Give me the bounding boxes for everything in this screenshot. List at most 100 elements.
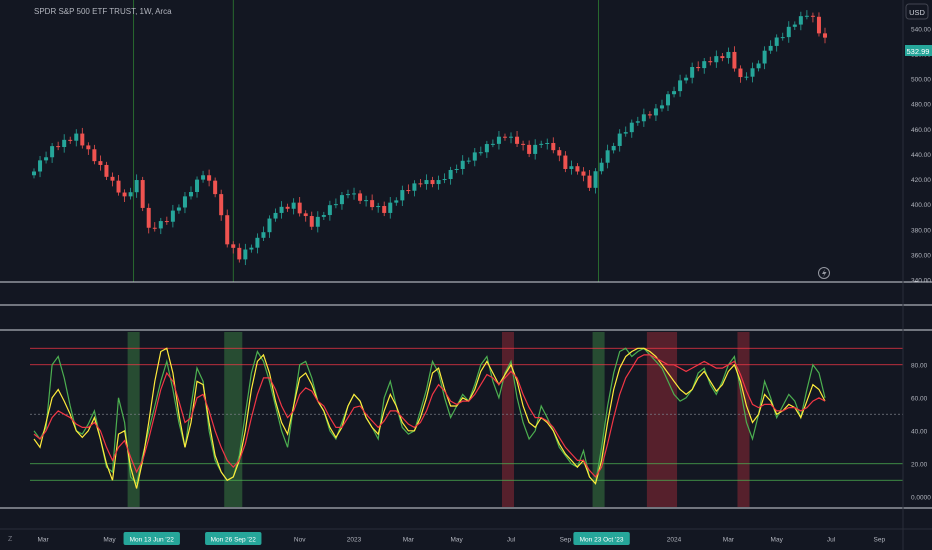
candle-body [352,193,357,195]
candle-body [659,105,664,109]
candle-body [762,50,767,64]
last-price-label: 532.99 [907,47,930,56]
candle-body [472,152,477,161]
time-tick-label: May [103,537,116,544]
time-tick-label: Mon 23 Oct '23 [580,537,624,544]
candle-body [750,68,755,77]
candle-body [466,160,471,162]
candle-body [539,143,544,145]
candle-body [617,133,622,146]
candle-body [297,202,302,214]
candle-body [684,77,689,81]
marker-lines [133,0,599,282]
candle-body [442,179,447,181]
price-tick-label: 400.00 [911,202,931,209]
candle-body [188,192,193,197]
candle-body [678,80,683,92]
candle-body [261,232,266,238]
candle-body [768,45,773,51]
price-scale[interactable]: 540.00520.00500.00480.00460.00440.00420.… [911,26,931,284]
candle-body [484,144,489,153]
time-tick-label: Mon 13 Jun '22 [130,537,175,544]
candle-body [122,192,127,197]
time-tick-label: 2023 [347,537,362,544]
candle-body [116,180,121,193]
candle-body [647,114,652,116]
candle-body [454,168,459,170]
candle-body [273,212,278,219]
lightning-icon[interactable] [818,267,830,279]
candle-body [436,180,441,185]
currency-label: USD [909,8,925,17]
candle-body [279,206,284,213]
candle-body [32,171,36,176]
candle-body [502,136,507,138]
oscillator-scale[interactable]: 80.00 60.00 40.00 20.00 0.0000 [911,362,931,501]
candle-body [810,15,815,17]
candle-body [774,37,779,46]
candle-body [164,221,169,223]
time-marker-badge [573,532,630,545]
price-tick-label: 380.00 [911,227,931,234]
osc-tick-label: 20.00 [911,461,928,468]
candle-body [496,136,501,144]
candle-body [358,193,363,201]
candle-body [563,155,568,169]
time-tick-label: Mar [403,537,415,544]
candle-body [219,194,224,216]
time-tick-label: Mar [37,537,49,544]
candle-body [104,164,109,177]
symbol-title: SPDR S&P 500 ETF TRUST, 1W, Arca [34,7,172,16]
candle-body [521,143,526,145]
candle-body [460,160,465,169]
candle-body [593,171,598,188]
time-marker-badge [123,532,180,545]
time-tick-label: Sep [560,537,572,544]
candle-body [339,195,344,205]
candle-body [345,194,350,196]
highlight-band [737,332,750,507]
candle-body [243,249,248,260]
candle-body [690,67,695,78]
candle-body [364,200,369,202]
candle-body [816,16,821,34]
candle-body [92,149,97,162]
candle-body [786,26,791,38]
oscillator-series-2 [33,347,826,489]
candle-body [792,24,797,27]
candle-body [86,145,91,150]
candle-body [702,61,707,69]
candle-body [732,51,737,69]
highlight-band [646,332,678,507]
candle-body [285,206,290,209]
candle-body [478,152,483,154]
oscillator-lines [33,347,826,489]
candle-body [62,139,67,148]
candle-body [515,136,520,144]
candle-body [569,166,574,169]
price-tick-label: 480.00 [911,102,931,109]
candle-body [490,143,495,145]
candle-body [509,136,514,138]
candle-body [182,196,187,208]
time-tick-label: Jul [507,537,516,544]
price-tick-label: 460.00 [911,127,931,134]
candle-body [696,67,701,69]
osc-tick-label: 0.0000 [911,494,931,501]
scale-mode-label[interactable]: Z [8,536,13,543]
candle-body [587,175,592,188]
time-scale[interactable]: Mar May Mon 13 Jun '22 Mon 26 Sep '22 Nov 202… [37,532,886,545]
candle-body [291,202,296,209]
candle-body [327,205,332,216]
candle-body [430,180,435,185]
time-tick-label: Jul [827,537,836,544]
currency-button[interactable] [905,3,929,20]
highlight-bands [127,332,750,507]
candle-body [672,91,677,95]
candle-body [140,180,145,208]
last-price-badge [905,45,932,56]
candle-body [128,192,133,197]
highlight-band [501,332,515,507]
price-tick-label: 360.00 [911,252,931,259]
